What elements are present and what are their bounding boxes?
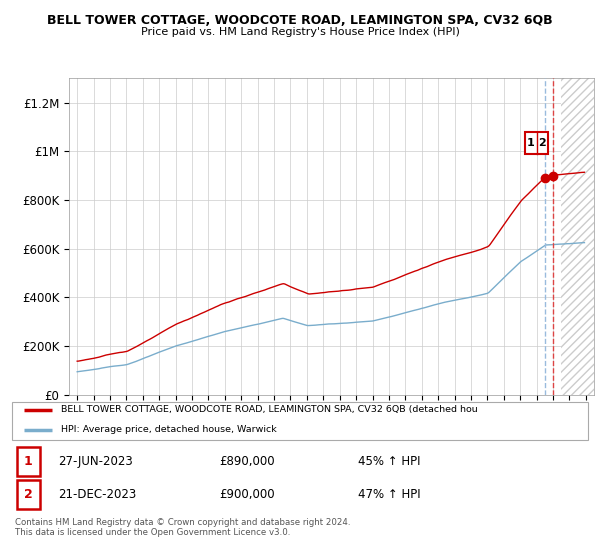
Text: Price paid vs. HM Land Registry's House Price Index (HPI): Price paid vs. HM Land Registry's House …	[140, 27, 460, 37]
Text: £900,000: £900,000	[220, 488, 275, 501]
Text: 21-DEC-2023: 21-DEC-2023	[58, 488, 136, 501]
Bar	[561, 78, 594, 395]
FancyBboxPatch shape	[17, 447, 40, 475]
Text: 1: 1	[24, 455, 32, 468]
Text: 2: 2	[538, 138, 546, 148]
FancyBboxPatch shape	[12, 402, 588, 440]
Text: 1: 1	[527, 138, 535, 148]
Text: £890,000: £890,000	[220, 455, 275, 468]
Text: Contains HM Land Registry data © Crown copyright and database right 2024.
This d: Contains HM Land Registry data © Crown c…	[15, 518, 350, 538]
Text: 2: 2	[24, 488, 32, 501]
Text: BELL TOWER COTTAGE, WOODCOTE ROAD, LEAMINGTON SPA, CV32 6QB: BELL TOWER COTTAGE, WOODCOTE ROAD, LEAMI…	[47, 14, 553, 27]
Text: 45% ↑ HPI: 45% ↑ HPI	[358, 455, 420, 468]
Text: BELL TOWER COTTAGE, WOODCOTE ROAD, LEAMINGTON SPA, CV32 6QB (detached hou: BELL TOWER COTTAGE, WOODCOTE ROAD, LEAMI…	[61, 405, 478, 414]
Text: 47% ↑ HPI: 47% ↑ HPI	[358, 488, 420, 501]
FancyBboxPatch shape	[17, 480, 40, 509]
Text: 27-JUN-2023: 27-JUN-2023	[58, 455, 133, 468]
FancyBboxPatch shape	[525, 132, 548, 154]
Text: HPI: Average price, detached house, Warwick: HPI: Average price, detached house, Warw…	[61, 425, 277, 434]
